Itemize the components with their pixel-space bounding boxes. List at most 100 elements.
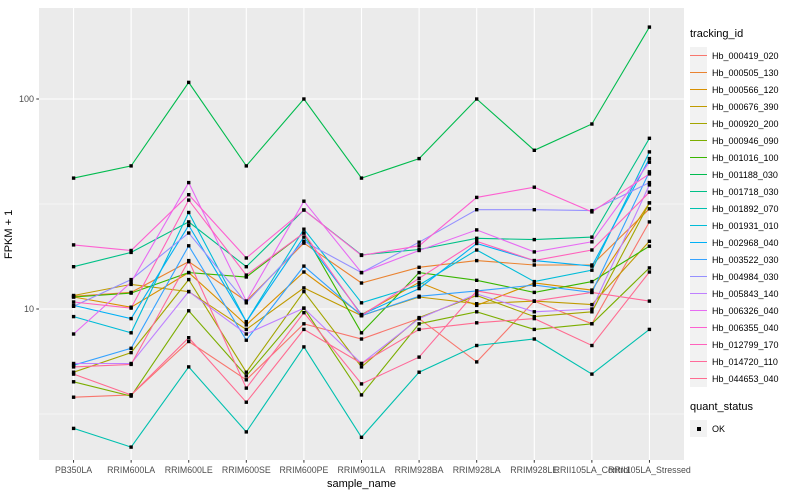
data-point	[187, 365, 191, 369]
data-point	[302, 264, 306, 268]
legend-label: Hb_000920_200	[712, 118, 779, 129]
legend-line-swatch	[690, 123, 707, 125]
data-point	[417, 265, 421, 269]
data-point	[417, 355, 421, 359]
data-point	[244, 430, 248, 434]
data-point	[244, 275, 248, 279]
legend-label: Hb_001188_030	[712, 169, 778, 180]
data-point	[417, 248, 421, 253]
legend-label: Hb_001931_010	[712, 220, 779, 231]
legend-line-swatch	[690, 89, 707, 91]
data-point	[475, 321, 479, 325]
data-point	[302, 322, 306, 326]
data-point	[359, 435, 364, 439]
legend-line-swatch	[690, 140, 707, 142]
legend-key	[690, 64, 707, 81]
data-point	[71, 380, 76, 384]
data-point	[187, 270, 191, 275]
legend-key	[690, 319, 707, 336]
legend-label: Hb_001718_030	[712, 186, 779, 197]
data-point	[187, 244, 191, 248]
data-point	[187, 258, 191, 263]
data-point	[647, 220, 652, 224]
data-point	[590, 310, 594, 314]
legend-label: Hb_000676_390	[712, 101, 779, 112]
legend-line-swatch	[690, 327, 707, 329]
data-point	[359, 337, 364, 341]
data-point	[590, 290, 594, 295]
x-tick-label: RRIM928LE	[510, 465, 558, 475]
legend-item-Hb_004984_030: Hb_004984_030	[690, 268, 798, 285]
data-point	[475, 310, 479, 314]
data-point	[417, 276, 421, 280]
x-tick-label: PB350LA	[55, 465, 92, 475]
x-tick-label: RRIM600PE	[279, 465, 328, 475]
data-point	[302, 345, 306, 349]
data-point	[475, 236, 479, 240]
legend-key	[690, 98, 707, 115]
data-points	[71, 25, 652, 449]
data-point	[71, 176, 76, 180]
data-point	[359, 365, 364, 369]
x-tick-label: RRII105LA_Stressed	[608, 465, 691, 475]
data-point	[302, 231, 306, 235]
data-point	[532, 237, 536, 242]
legend-line-swatch	[690, 378, 707, 380]
legend-item-Hb_002968_040: Hb_002968_040	[690, 234, 798, 251]
data-point	[71, 332, 76, 336]
data-point	[302, 270, 306, 274]
legend-key	[690, 353, 707, 370]
legend-item-Hb_006326_040: Hb_006326_040	[690, 302, 798, 319]
legend-item-Hb_001016_100: Hb_001016_100	[690, 149, 798, 166]
data-point	[532, 283, 536, 287]
data-point	[129, 164, 133, 168]
data-point	[359, 313, 364, 318]
data-point	[647, 180, 652, 185]
legend-line-swatch	[690, 191, 707, 193]
data-point	[647, 150, 652, 154]
legend-item-Hb_000505_130: Hb_000505_130	[690, 64, 798, 81]
color-legend-items: Hb_000419_020 Hb_000505_130 Hb_000566_120 H…	[690, 47, 798, 387]
data-point	[187, 231, 191, 235]
legend-key	[690, 420, 707, 437]
data-point	[187, 180, 191, 185]
data-point	[647, 172, 652, 176]
data-point	[187, 289, 191, 294]
data-point	[417, 270, 421, 275]
shape-legend-items: OK	[690, 420, 798, 437]
legend-label: Hb_001016_100	[712, 152, 779, 163]
data-point	[244, 256, 248, 260]
legend-item-Hb_001892_070: Hb_001892_070	[690, 200, 798, 217]
data-point	[71, 295, 76, 299]
data-point	[71, 243, 76, 247]
data-point	[129, 346, 133, 350]
data-point	[475, 258, 479, 263]
data-point	[129, 282, 133, 287]
data-point	[302, 239, 306, 243]
data-point	[359, 253, 364, 258]
data-point	[647, 170, 652, 174]
data-point	[187, 220, 191, 224]
data-point	[187, 339, 191, 344]
color-legend-title: tracking_id	[690, 28, 744, 40]
legend-key	[690, 251, 707, 268]
data-point	[187, 210, 191, 215]
data-point	[647, 327, 652, 332]
legend-item-Hb_005843_140: Hb_005843_140	[690, 285, 798, 302]
data-point	[475, 97, 479, 101]
data-point	[475, 278, 479, 282]
legend-key	[690, 183, 707, 200]
data-point	[532, 337, 536, 341]
legend-key	[690, 336, 707, 353]
data-point	[302, 241, 306, 245]
data-point	[244, 320, 248, 324]
data-point	[129, 316, 133, 321]
x-tick-label: RRIM928BA	[395, 465, 444, 475]
data-point	[71, 370, 76, 374]
data-point	[590, 288, 594, 292]
data-point	[532, 208, 536, 212]
data-point	[417, 370, 421, 374]
legend-line-swatch	[690, 293, 707, 295]
data-point	[187, 309, 191, 313]
data-point	[532, 316, 536, 321]
